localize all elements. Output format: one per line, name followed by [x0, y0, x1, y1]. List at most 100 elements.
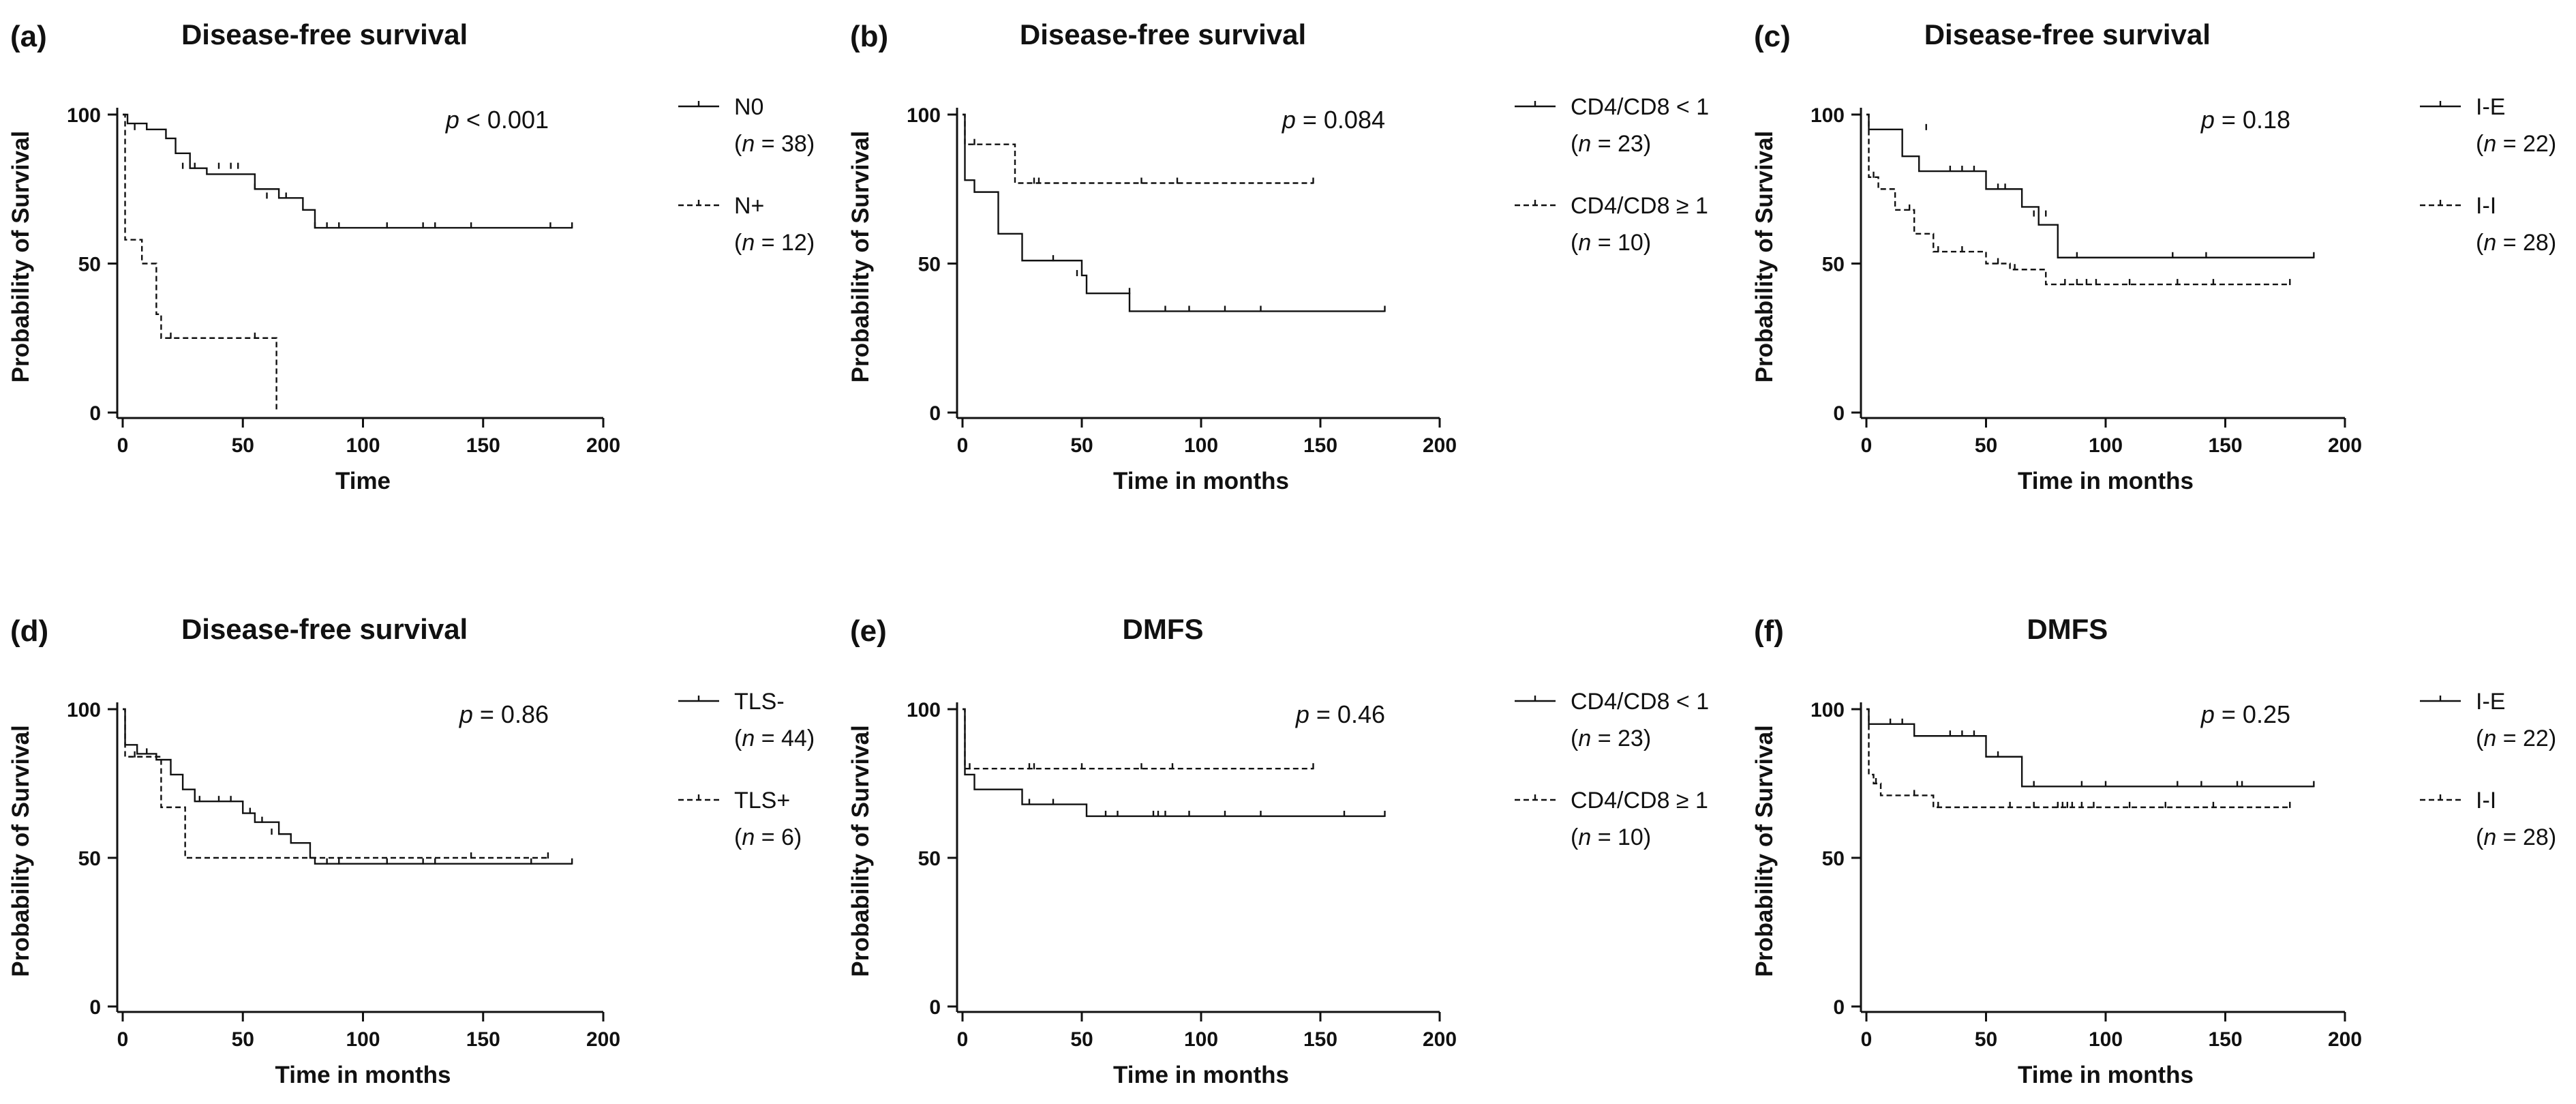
legend-label: TLS-	[734, 689, 785, 715]
y-tick-label: 0	[89, 402, 101, 425]
legend-n-value: = 10)	[1591, 824, 1651, 850]
p-value: p = 0.46	[1295, 700, 1385, 728]
legend-n-symbol: n	[742, 824, 755, 850]
legend-n-open: (	[1571, 131, 1579, 157]
p-value-text: = 0.25	[2215, 700, 2290, 728]
chart-title: Disease-free survival	[1020, 18, 1306, 50]
x-tick-label: 0	[1861, 434, 1873, 457]
p-value: p = 0.084	[1282, 106, 1385, 134]
x-tick-label: 200	[586, 1028, 620, 1051]
y-tick-label: 100	[907, 104, 941, 127]
x-tick-label: 100	[2089, 434, 2123, 457]
x-tick-label: 150	[2208, 1028, 2242, 1051]
legend-n-value: = 10)	[1591, 230, 1651, 256]
legend-n-symbol: n	[1578, 824, 1591, 850]
x-tick-label: 100	[1184, 1028, 1218, 1051]
legend-n-symbol: n	[1578, 131, 1591, 157]
legend-n-open: (	[2476, 131, 2484, 157]
series-line-n0	[123, 113, 573, 229]
series-line-cd4-cd8-1	[963, 708, 1385, 818]
legend-n: (n = 44)	[734, 726, 815, 751]
panel-label: (a)	[10, 20, 47, 53]
legend-n-value: = 23)	[1591, 726, 1651, 751]
x-tick-label: 0	[957, 1028, 969, 1051]
legend-n-open: (	[734, 824, 742, 850]
legend-label: TLS+	[734, 788, 790, 814]
panel-label: (f)	[1754, 614, 1784, 648]
legend-label: N+	[734, 193, 764, 219]
legend-n: (n = 38)	[734, 131, 815, 157]
y-tick-label: 100	[1810, 699, 1845, 721]
p-symbol: p	[1295, 700, 1309, 728]
p-symbol: p	[459, 700, 473, 728]
chart-title: DMFS	[1123, 613, 1204, 645]
legend-n-symbol: n	[742, 230, 755, 256]
legend-n: (n = 28)	[2476, 230, 2556, 256]
p-value-text: = 0.86	[473, 700, 549, 728]
legend-n: (n = 22)	[2476, 726, 2556, 751]
x-tick-label: 200	[2328, 1028, 2362, 1051]
legend-n: (n = 28)	[2476, 824, 2556, 850]
series-line-cd4-cd8-1	[963, 708, 1314, 770]
x-tick-label: 150	[466, 434, 500, 457]
legend-n-value: = 22)	[2496, 131, 2556, 157]
y-tick-label: 0	[1833, 402, 1845, 425]
x-axis-title: Time in months	[275, 1062, 451, 1088]
x-tick-label: 200	[1423, 434, 1457, 457]
legend-label: CD4/CD8 ≥ 1	[1571, 193, 1708, 219]
p-symbol: p	[1282, 106, 1296, 134]
legend-n-symbol: n	[1578, 726, 1591, 751]
legend-n-symbol: n	[2483, 230, 2496, 256]
p-symbol: p	[2200, 106, 2215, 134]
p-value-text: < 0.001	[459, 106, 549, 134]
y-tick-label: 100	[1810, 104, 1845, 127]
p-value: p = 0.18	[2200, 106, 2290, 134]
x-tick-label: 50	[232, 1028, 254, 1051]
y-axis-title: Probability of Survival	[7, 725, 34, 977]
legend-n-symbol: n	[2483, 824, 2496, 850]
x-axis-title: Time in months	[2018, 468, 2194, 494]
legend-n-value: = 12)	[755, 230, 815, 256]
x-axis-title: Time in months	[1113, 1062, 1289, 1088]
y-tick-label: 50	[918, 254, 941, 276]
y-tick-label: 0	[929, 996, 941, 1019]
legend-n: (n = 23)	[1571, 726, 1651, 751]
panel-f: (f) DMFS 0 50 100 0 50 100 150 200 Time in months P…	[1751, 613, 2556, 1088]
x-tick-label: 100	[346, 434, 380, 457]
p-value: p < 0.001	[445, 106, 549, 134]
series-line-cd4-cd8-1	[963, 113, 1314, 184]
x-axis-title: Time in months	[1113, 468, 1289, 494]
x-tick-label: 50	[232, 434, 254, 457]
y-tick-label: 100	[67, 699, 101, 721]
legend-label: I-E	[2476, 94, 2505, 120]
p-value: p = 0.86	[459, 700, 549, 728]
x-axis-title: Time	[335, 468, 391, 494]
panel-a: (a) Disease-free survival 0 50 100 0 50 100 150 2…	[7, 18, 815, 494]
legend-n-open: (	[2476, 230, 2484, 256]
x-axis-title: Time in months	[2018, 1062, 2194, 1088]
x-tick-label: 200	[586, 434, 620, 457]
x-tick-label: 100	[2089, 1028, 2123, 1051]
series-line-tls-	[123, 708, 573, 865]
y-axis-title: Probability of Survival	[7, 131, 34, 383]
x-tick-label: 0	[957, 434, 969, 457]
legend-n: (n = 22)	[2476, 131, 2556, 157]
y-tick-label: 0	[89, 996, 101, 1019]
series-line-cd4-cd8-1	[963, 113, 1385, 312]
legend-n-open: (	[1571, 824, 1579, 850]
legend-n-symbol: n	[2483, 726, 2496, 751]
legend-label: I-I	[2476, 788, 2496, 814]
p-symbol: p	[2200, 700, 2215, 728]
y-tick-label: 0	[929, 402, 941, 425]
x-tick-label: 150	[1303, 434, 1337, 457]
x-tick-label: 0	[117, 1028, 129, 1051]
panel-label: (e)	[850, 614, 887, 648]
y-tick-label: 50	[78, 254, 101, 276]
legend-n-value: = 28)	[2496, 230, 2556, 256]
panel-b: (b) Disease-free survival 0 50 100 0 50 100 150 2…	[847, 18, 1709, 494]
x-tick-label: 150	[1303, 1028, 1337, 1051]
legend-n-value: = 38)	[755, 131, 815, 157]
x-tick-label: 0	[117, 434, 129, 457]
legend-n: (n = 6)	[734, 824, 802, 850]
p-value-text: = 0.46	[1309, 700, 1385, 728]
